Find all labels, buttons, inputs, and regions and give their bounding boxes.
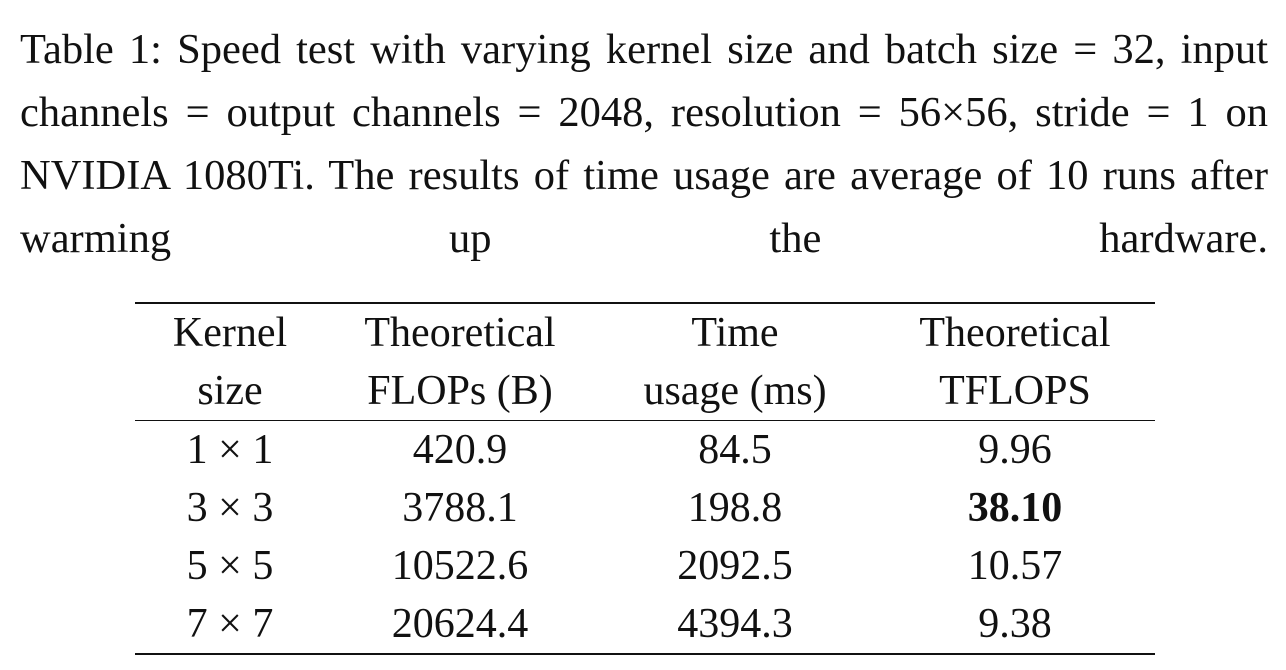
table-cell: 4394.3 (595, 595, 875, 655)
table-cell: 1 × 1 (186, 427, 274, 473)
table-cell: 3 × 3 (186, 485, 274, 531)
table-row: 1 × 1 420.9 84.5 9.96 (135, 421, 1155, 480)
table-cell: 20624.4 (325, 595, 595, 655)
table-header: Kernel Theoretical Time Theoretical size FLOP… (135, 302, 1155, 421)
table-cell: 9.38 (875, 595, 1155, 655)
table-cell: 420.9 (412, 427, 508, 473)
header-cell: Theoretical (875, 302, 1155, 362)
header-row: size FLOPs (B) usage (ms) TFLOPS (135, 362, 1155, 421)
table-cell: 3788.1 (402, 485, 518, 531)
table-body: 1 × 1 420.9 84.5 9.96 3 × 3 3788.1 198.8 38.10 5… (135, 421, 1155, 655)
table-cell: 84.5 (698, 427, 772, 473)
table-cell: 10.57 (967, 543, 1063, 589)
header-row: Kernel Theoretical Time Theoretical (135, 302, 1155, 362)
header-cell: TFLOPS (875, 362, 1155, 421)
table-row: 7 × 7 20624.4 4394.3 9.38 (135, 595, 1155, 655)
table-cell: 7 × 7 (135, 595, 325, 655)
header-cell: usage (ms) (595, 362, 875, 421)
table-caption: Table 1: Speed test with varying kernel … (20, 26, 1268, 262)
table-cell: 9.96 (978, 427, 1052, 473)
table-row: 5 × 5 10522.6 2092.5 10.57 (135, 537, 1155, 595)
header-cell: FLOPs (B) (325, 362, 595, 421)
table-cell: 5 × 5 (186, 543, 274, 589)
header-cell: Kernel (135, 302, 325, 362)
header-cell: Time (595, 302, 875, 362)
table-row: 3 × 3 3788.1 198.8 38.10 (135, 479, 1155, 537)
header-cell: size (135, 362, 325, 421)
table-cell: 38.10 (967, 485, 1063, 531)
table-cell: 10522.6 (391, 543, 529, 589)
header-cell: Theoretical (325, 302, 595, 362)
table-cell: 2092.5 (677, 543, 793, 589)
table-cell: 198.8 (687, 485, 783, 531)
results-table: Kernel Theoretical Time Theoretical size FLOP… (135, 302, 1155, 655)
